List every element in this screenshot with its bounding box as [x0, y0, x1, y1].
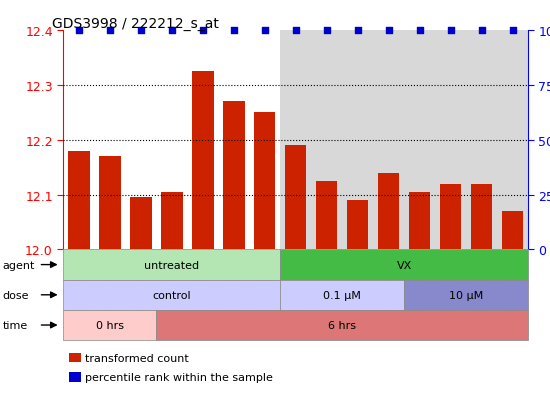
Text: VX: VX	[397, 260, 412, 270]
Point	[136, 28, 145, 34]
Bar	[409, 192, 431, 250]
Point	[446, 28, 455, 34]
Point	[415, 28, 424, 34]
Text: time: time	[3, 320, 28, 330]
Point	[229, 28, 238, 34]
Bar	[378, 173, 399, 250]
Bar	[223, 102, 245, 250]
Bar	[285, 146, 306, 250]
Text: 6 hrs: 6 hrs	[328, 320, 356, 330]
Bar	[342, 31, 373, 250]
Bar	[161, 192, 183, 250]
Bar	[254, 113, 276, 250]
Text: percentile rank within the sample: percentile rank within the sample	[85, 373, 273, 382]
Bar	[130, 198, 152, 250]
Text: untreated: untreated	[144, 260, 199, 270]
Bar	[471, 184, 492, 250]
Bar	[156, 31, 187, 250]
Point	[322, 28, 331, 34]
Bar	[99, 157, 120, 250]
Point	[106, 28, 114, 34]
Bar	[63, 31, 94, 250]
Point	[384, 28, 393, 34]
Bar	[94, 31, 125, 250]
Text: GDS3998 / 222212_s_at: GDS3998 / 222212_s_at	[52, 17, 219, 31]
Point	[74, 28, 83, 34]
Point	[292, 28, 300, 34]
Text: transformed count: transformed count	[85, 353, 189, 363]
Point	[167, 28, 176, 34]
Point	[198, 28, 207, 34]
Text: 10 μM: 10 μM	[449, 290, 483, 300]
Bar	[439, 184, 461, 250]
Bar	[466, 31, 497, 250]
Text: agent: agent	[3, 260, 35, 270]
Bar	[187, 31, 218, 250]
Bar	[125, 31, 156, 250]
Bar	[502, 211, 524, 250]
Bar	[316, 181, 338, 250]
Bar	[192, 72, 213, 250]
Bar	[346, 201, 368, 250]
Point	[353, 28, 362, 34]
Text: dose: dose	[3, 290, 29, 300]
Point	[477, 28, 486, 34]
Text: 0.1 μM: 0.1 μM	[323, 290, 361, 300]
Bar	[280, 31, 311, 250]
Bar	[218, 31, 249, 250]
Bar	[497, 31, 528, 250]
Bar	[249, 31, 280, 250]
Text: control: control	[152, 290, 191, 300]
Bar	[311, 31, 342, 250]
Bar	[68, 152, 90, 250]
Bar	[404, 31, 435, 250]
Bar	[435, 31, 466, 250]
Bar	[373, 31, 404, 250]
Point	[260, 28, 269, 34]
Text: 0 hrs: 0 hrs	[96, 320, 124, 330]
Point	[508, 28, 517, 34]
